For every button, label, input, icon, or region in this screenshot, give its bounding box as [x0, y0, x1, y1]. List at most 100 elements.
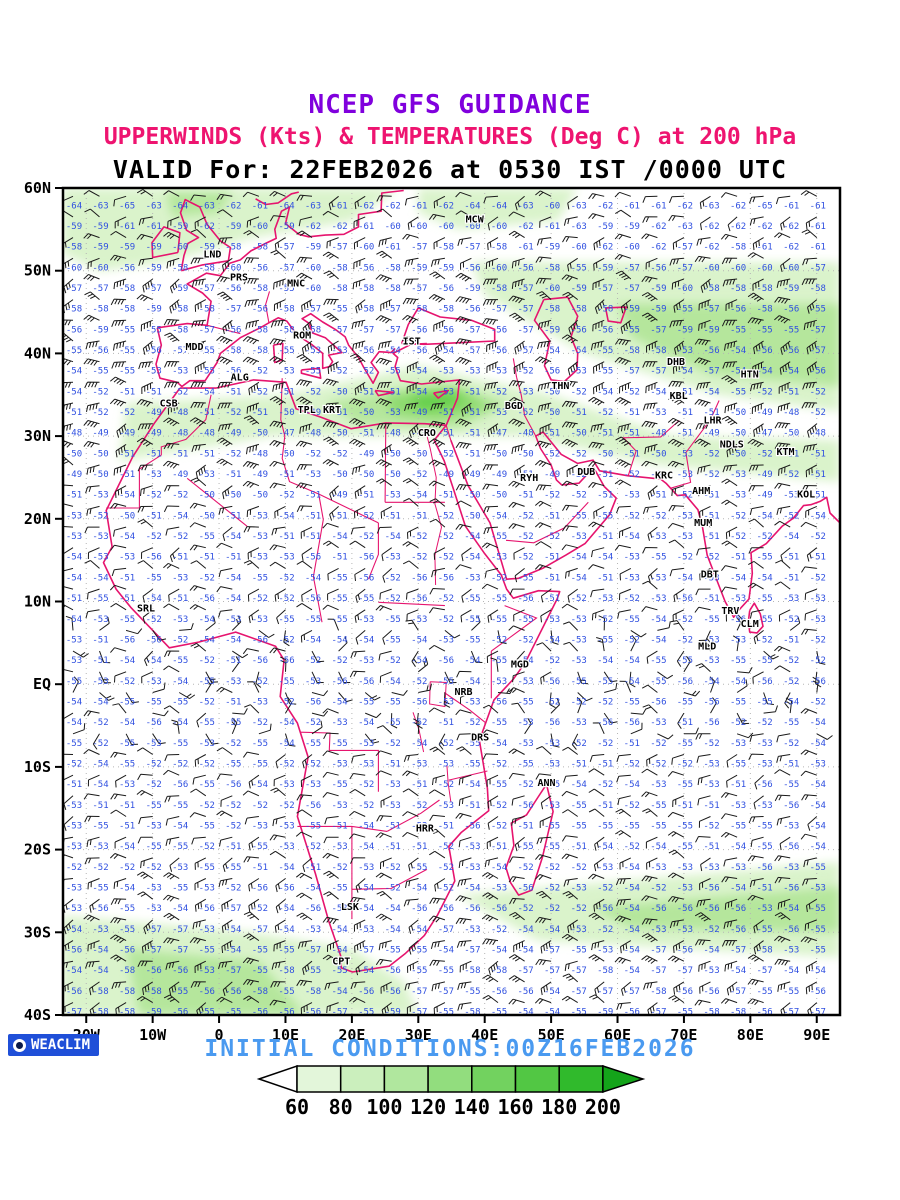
svg-text:-53: -53 — [119, 780, 135, 790]
svg-text:-54: -54 — [810, 966, 826, 976]
svg-text:-56: -56 — [146, 966, 162, 976]
svg-text:-62: -62 — [199, 222, 215, 232]
svg-text:-55: -55 — [278, 987, 294, 997]
svg-text:-51: -51 — [703, 511, 719, 521]
svg-text:-54: -54 — [624, 946, 640, 956]
svg-text:-58: -58 — [252, 346, 268, 356]
svg-text:-54: -54 — [730, 573, 746, 583]
svg-text:-60: -60 — [756, 263, 772, 273]
svg-text:-50: -50 — [358, 408, 374, 418]
svg-text:-51: -51 — [66, 594, 82, 604]
svg-text:-53: -53 — [703, 635, 719, 645]
svg-text:-51: -51 — [358, 429, 374, 439]
svg-text:-48: -48 — [783, 408, 799, 418]
svg-text:-53: -53 — [650, 594, 666, 604]
svg-text:-52: -52 — [544, 532, 560, 542]
svg-text:-51: -51 — [119, 470, 135, 480]
city-label: ROM — [293, 331, 311, 342]
svg-text:-56: -56 — [252, 1008, 268, 1018]
svg-text:-60: -60 — [92, 263, 108, 273]
svg-text:-53: -53 — [810, 760, 826, 770]
svg-text:-50: -50 — [411, 449, 427, 459]
svg-text:-54: -54 — [517, 1008, 533, 1018]
svg-text:-57: -57 — [571, 966, 587, 976]
svg-text:-52: -52 — [491, 760, 507, 770]
svg-text:-54: -54 — [650, 615, 666, 625]
svg-text:-50: -50 — [278, 449, 294, 459]
svg-text:-50: -50 — [571, 429, 587, 439]
svg-text:-52: -52 — [624, 387, 640, 397]
svg-text:-56: -56 — [677, 987, 693, 997]
svg-text:-50: -50 — [66, 449, 82, 459]
svg-text:-57: -57 — [517, 346, 533, 356]
svg-text:-51: -51 — [544, 511, 560, 521]
svg-text:-49: -49 — [544, 470, 560, 480]
svg-text:-62: -62 — [225, 201, 241, 211]
svg-text:-55: -55 — [411, 863, 427, 873]
svg-text:-53: -53 — [146, 822, 162, 832]
svg-text:-62: -62 — [331, 222, 347, 232]
svg-text:-54: -54 — [358, 966, 374, 976]
svg-text:-53: -53 — [571, 718, 587, 728]
svg-text:-55: -55 — [199, 946, 215, 956]
svg-text:-58: -58 — [278, 325, 294, 335]
svg-text:-59: -59 — [677, 325, 693, 335]
svg-text:-51: -51 — [730, 553, 746, 563]
svg-text:-54: -54 — [464, 677, 480, 687]
svg-text:-55: -55 — [146, 698, 162, 708]
svg-text:-55: -55 — [119, 346, 135, 356]
svg-text:-52: -52 — [199, 801, 215, 811]
svg-text:-51: -51 — [677, 801, 693, 811]
svg-text:-58: -58 — [331, 263, 347, 273]
svg-text:-55: -55 — [199, 718, 215, 728]
svg-text:-56: -56 — [730, 305, 746, 315]
svg-text:-51: -51 — [146, 511, 162, 521]
svg-text:-55: -55 — [783, 325, 799, 335]
svg-text:-54: -54 — [491, 863, 507, 873]
svg-text:-54: -54 — [358, 842, 374, 852]
svg-text:-56: -56 — [146, 553, 162, 563]
svg-text:-57: -57 — [703, 367, 719, 377]
svg-text:-52: -52 — [252, 387, 268, 397]
svg-text:-54: -54 — [571, 780, 587, 790]
svg-text:-59: -59 — [92, 325, 108, 335]
city-label: KRC — [655, 470, 673, 481]
svg-text:-52: -52 — [677, 553, 693, 563]
lat-axis-label: 30S — [24, 923, 51, 941]
svg-text:-55: -55 — [756, 822, 772, 832]
svg-text:-57: -57 — [385, 325, 401, 335]
svg-text:-53: -53 — [756, 801, 772, 811]
svg-text:-51: -51 — [66, 491, 82, 501]
svg-text:-55: -55 — [730, 698, 746, 708]
svg-text:-55: -55 — [331, 594, 347, 604]
svg-text:-51: -51 — [278, 470, 294, 480]
svg-text:-52: -52 — [199, 842, 215, 852]
svg-text:-53: -53 — [66, 884, 82, 894]
svg-text:-54: -54 — [730, 966, 746, 976]
svg-text:-55: -55 — [278, 346, 294, 356]
city-label: AHM — [692, 486, 710, 497]
svg-text:-57: -57 — [66, 284, 82, 294]
svg-text:-55: -55 — [571, 946, 587, 956]
svg-text:-55: -55 — [677, 739, 693, 749]
svg-text:-48: -48 — [650, 429, 666, 439]
svg-text:-55: -55 — [756, 656, 772, 666]
svg-text:-52: -52 — [385, 739, 401, 749]
svg-text:-57: -57 — [571, 987, 587, 997]
svg-text:-49: -49 — [305, 408, 321, 418]
svg-text:-53: -53 — [464, 925, 480, 935]
svg-text:-53: -53 — [517, 387, 533, 397]
svg-text:-57: -57 — [517, 284, 533, 294]
svg-text:-54: -54 — [810, 822, 826, 832]
svg-text:-54: -54 — [624, 863, 640, 873]
svg-text:-52: -52 — [146, 532, 162, 542]
svg-text:-60: -60 — [571, 243, 587, 253]
svg-text:-59: -59 — [597, 263, 613, 273]
svg-text:-56: -56 — [252, 884, 268, 894]
svg-text:-57: -57 — [438, 987, 454, 997]
svg-text:-51: -51 — [677, 387, 693, 397]
svg-text:-52: -52 — [517, 532, 533, 542]
chart-title: NCEP GFS GUIDANCE — [308, 90, 592, 120]
svg-text:-55: -55 — [146, 325, 162, 335]
svg-text:-58: -58 — [92, 987, 108, 997]
